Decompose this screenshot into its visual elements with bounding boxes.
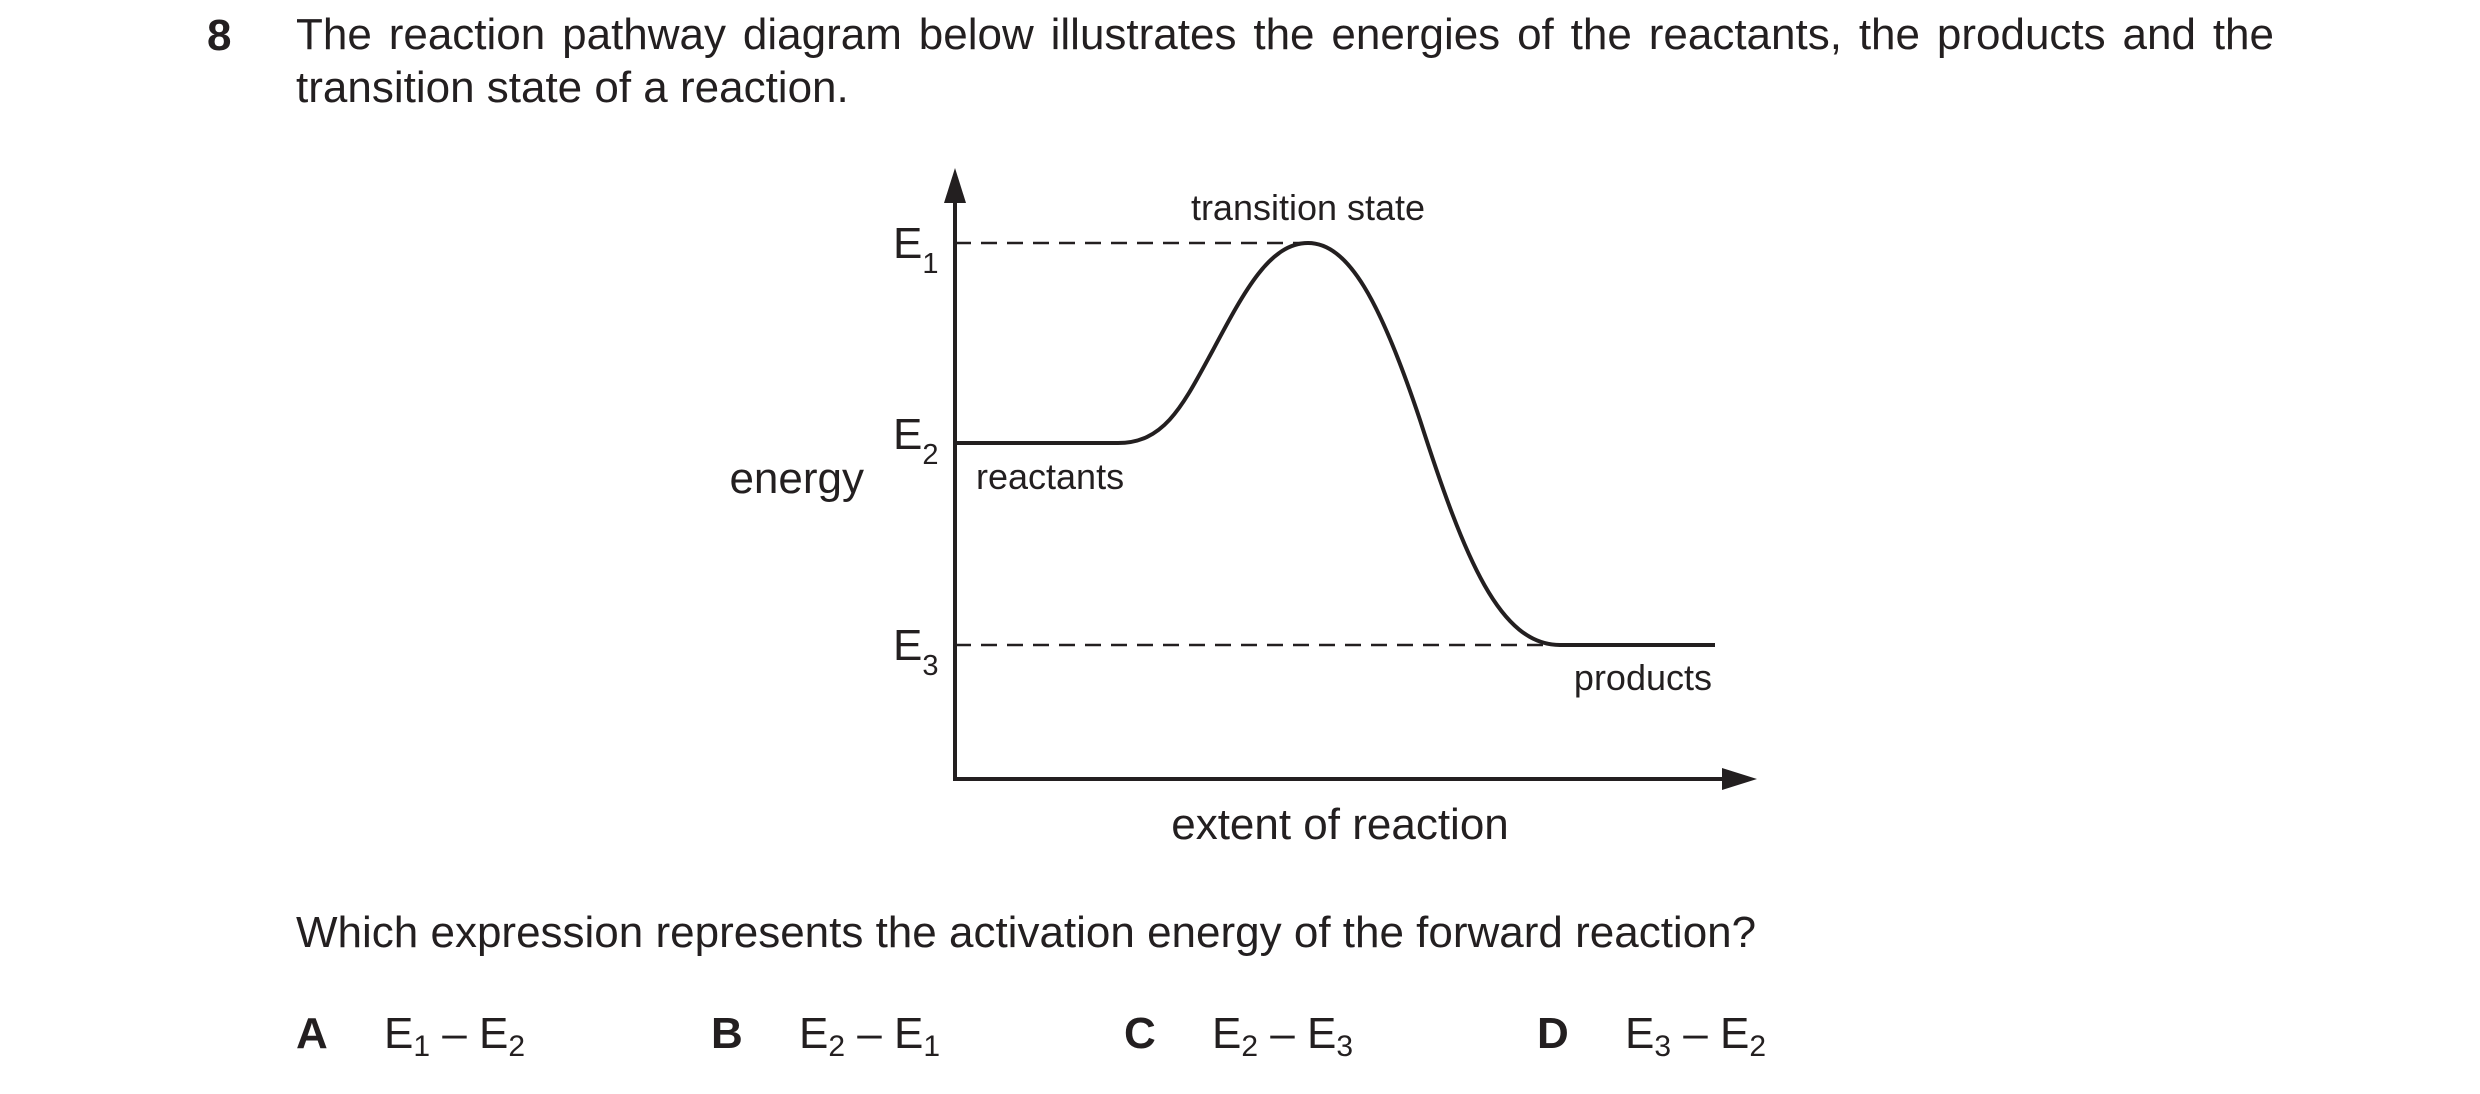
e3-label: E3 xyxy=(893,621,939,682)
option-c-letter: C xyxy=(1124,1009,1156,1058)
e2-subscript: 2 xyxy=(922,439,938,471)
e3-subscript: 3 xyxy=(922,650,938,682)
option-a-letter: A xyxy=(296,1009,328,1058)
y-axis-label: energy xyxy=(729,454,864,503)
x-axis-arrowhead xyxy=(1722,768,1757,790)
x-axis-label: extent of reaction xyxy=(1171,800,1509,849)
question-number: 8 xyxy=(207,11,232,60)
option-b[interactable]: B E2 – E1 xyxy=(711,1006,940,1062)
question-stem: The reaction pathway diagram below illus… xyxy=(296,10,2274,112)
option-c-expression: E2 – E3 xyxy=(1212,1009,1354,1063)
e1-symbol: E xyxy=(893,219,922,268)
products-label: products xyxy=(1574,657,1712,698)
e2-symbol: E xyxy=(893,410,922,459)
e1-subscript: 1 xyxy=(922,248,938,280)
transition-state-label: transition state xyxy=(1191,187,1425,228)
e3-symbol: E xyxy=(893,621,922,670)
y-axis-arrowhead xyxy=(944,168,966,203)
option-d-letter: D xyxy=(1537,1009,1569,1058)
option-b-expression: E2 – E1 xyxy=(799,1009,941,1063)
option-c[interactable]: C E2 – E3 xyxy=(1124,1006,1353,1062)
option-b-letter: B xyxy=(711,1009,743,1058)
energy-profile-curve xyxy=(955,240,1715,647)
option-a[interactable]: A E1 – E2 xyxy=(296,1006,525,1062)
reactants-label: reactants xyxy=(976,456,1124,497)
question-prompt: Which expression represents the activati… xyxy=(296,908,1757,957)
e1-label: E1 xyxy=(893,219,939,280)
option-d[interactable]: D E3 – E2 xyxy=(1537,1006,1766,1062)
option-a-expression: E1 – E2 xyxy=(384,1009,526,1063)
option-d-expression: E3 – E2 xyxy=(1625,1009,1767,1063)
e2-label: E2 xyxy=(893,410,939,471)
